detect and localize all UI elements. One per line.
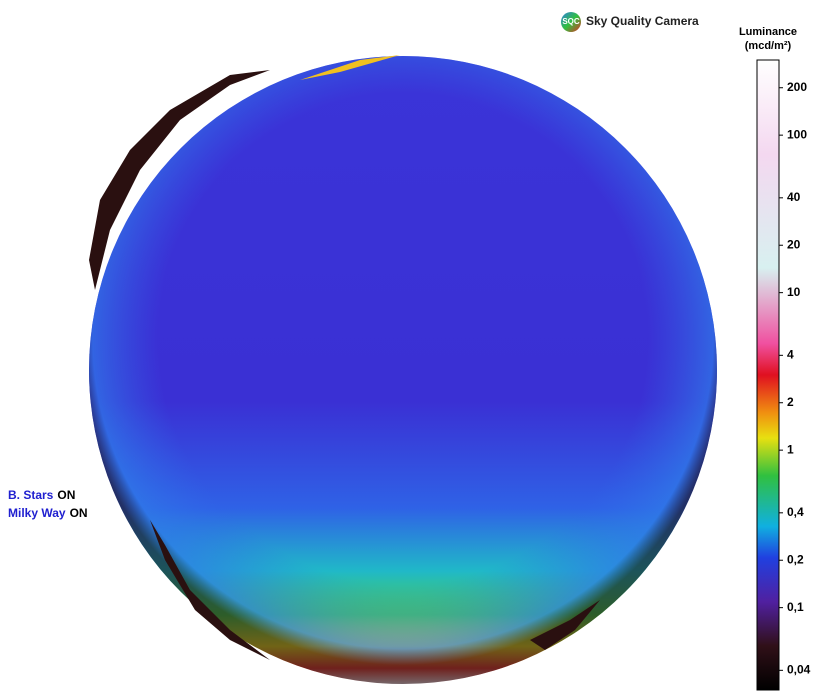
colorbar-tick-label: 0,2 — [787, 552, 804, 566]
page: SQC Sky Quality Camera Luminance (mcd/m²… — [0, 0, 816, 693]
colorbar-tick-label: 2 — [787, 395, 794, 409]
status-state: ON — [70, 506, 88, 520]
colorbar-title: Luminance — [739, 26, 797, 38]
colorbar-tick-label: 200 — [787, 80, 807, 94]
logo: SQC Sky Quality Camera — [561, 12, 699, 32]
colorbar — [757, 60, 779, 690]
status-label: B. Stars — [8, 488, 54, 502]
colorbar-tick-label: 0,1 — [787, 600, 804, 614]
colorbar-ticks: 200 100 40 20 10 4 2 1 0,4 0,2 0,1 0,04 — [779, 80, 811, 677]
sqc-view: SQC Sky Quality Camera Luminance (mcd/m²… — [0, 0, 816, 693]
colorbar-tick-label: 10 — [787, 285, 801, 299]
app-title: Sky Quality Camera — [586, 14, 699, 28]
colorbar-tick-label: 20 — [787, 237, 801, 251]
status-label: Milky Way — [8, 506, 66, 520]
sky-image — [89, 55, 717, 684]
colorbar-tick-label: 40 — [787, 190, 801, 204]
colorbar-tick-label: 4 — [787, 347, 794, 361]
status-state: ON — [57, 488, 75, 502]
colorbar-tick-label: 100 — [787, 127, 807, 141]
colorbar-tick-label: 0,4 — [787, 505, 804, 519]
colorbar-tick-label: 0,04 — [787, 662, 811, 676]
colorbar-unit: (mcd/m²) — [745, 40, 792, 52]
colorbar-tick-label: 1 — [787, 442, 794, 456]
logo-text: SQC — [562, 17, 580, 26]
